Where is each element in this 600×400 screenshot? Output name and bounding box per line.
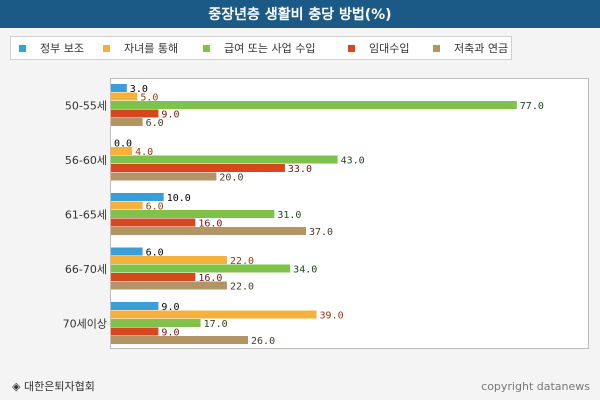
chart-title: 중장년층 생활비 충당 방법(%) <box>0 0 600 28</box>
bar <box>111 264 291 273</box>
bar <box>111 247 143 256</box>
chart-legend: 정부 보조 자녀를 통해 급여 또는 사업 수입 임대수입 저축과 연금 <box>10 36 512 60</box>
bar <box>111 201 143 210</box>
source-label: 대한은퇴자협회 <box>23 380 95 393</box>
bar-value-label: 31.0 <box>277 210 301 221</box>
bar <box>111 281 227 290</box>
bar <box>111 227 306 235</box>
bar-value-label: 20.0 <box>219 173 243 184</box>
bar-value-label: 22.0 <box>230 256 254 267</box>
source-credit: ◈ 대한은퇴자협회 <box>12 378 95 394</box>
bar <box>111 155 338 164</box>
bar-value-label: 39.0 <box>320 311 344 322</box>
bar-value-label: 43.0 <box>341 156 365 167</box>
bar-value-label: 22.0 <box>230 282 254 293</box>
bar <box>111 256 227 264</box>
legend-label: 자녀를 통해 <box>124 42 179 55</box>
bar <box>111 327 159 336</box>
bar-value-label: 37.0 <box>309 227 333 238</box>
bar-value-label: 17.0 <box>204 319 228 330</box>
category-label: 56-60세 <box>65 154 107 167</box>
legend-swatch <box>203 44 210 52</box>
bar-value-label: 4.0 <box>135 147 153 158</box>
bar <box>111 193 164 201</box>
bar <box>111 336 249 344</box>
bar <box>111 218 196 227</box>
bar <box>111 319 201 327</box>
bar-value-label: 16.0 <box>198 219 222 230</box>
bar <box>111 310 317 319</box>
category-label: 66-70세 <box>65 263 107 276</box>
bar <box>111 118 143 126</box>
bar-value-label: 9.0 <box>161 110 179 121</box>
bar-value-label: 3.0 <box>130 84 148 95</box>
legend-item-wages: 급여 또는 사업 수입 <box>203 37 315 59</box>
bar-value-label: 6.0 <box>146 248 164 259</box>
bar <box>111 101 517 109</box>
legend-label: 임대수입 <box>369 42 410 55</box>
bar-value-label: 26.0 <box>251 336 275 347</box>
diamond-bullet-icon: ◈ <box>12 380 21 393</box>
bar-value-label: 9.0 <box>161 328 179 339</box>
legend-item-savings: 저축과 연금 <box>433 37 508 59</box>
bar <box>111 147 133 155</box>
legend-swatch <box>19 44 26 52</box>
bar-value-label: 5.0 <box>140 93 158 104</box>
legend-item-rental: 임대수입 <box>348 37 409 59</box>
legend-item-government: 정부 보조 <box>19 37 84 59</box>
bar-value-label: 0.0 <box>114 139 132 150</box>
bar-value-label: 9.0 <box>161 302 179 313</box>
legend-item-children: 자녀를 통해 <box>103 37 178 59</box>
bar <box>111 172 217 181</box>
bar-value-label: 10.0 <box>167 193 191 204</box>
bar <box>111 302 159 310</box>
bar-value-label: 77.0 <box>520 101 544 112</box>
bar-value-label: 33.0 <box>288 164 312 175</box>
bar <box>111 92 138 101</box>
legend-label: 정부 보조 <box>40 42 84 55</box>
bar <box>111 273 196 281</box>
bar <box>111 164 285 172</box>
bar-value-label: 34.0 <box>293 265 317 276</box>
category-label: 61-65세 <box>65 208 107 221</box>
bar <box>111 210 275 218</box>
bar-value-label: 6.0 <box>146 118 164 129</box>
legend-swatch <box>103 44 110 52</box>
bar <box>111 84 127 92</box>
legend-label: 저축과 연금 <box>454 42 509 55</box>
legend-swatch <box>433 44 440 52</box>
legend-label: 급여 또는 사업 수입 <box>224 42 316 55</box>
legend-swatch <box>348 44 355 52</box>
bar <box>111 109 159 118</box>
bar-value-label: 16.0 <box>198 273 222 284</box>
bar-value-label: 6.0 <box>146 202 164 213</box>
category-label: 50-55세 <box>65 99 107 112</box>
copyright-label: copyright datanews <box>481 380 590 393</box>
category-label: 70세이상 <box>63 317 107 330</box>
